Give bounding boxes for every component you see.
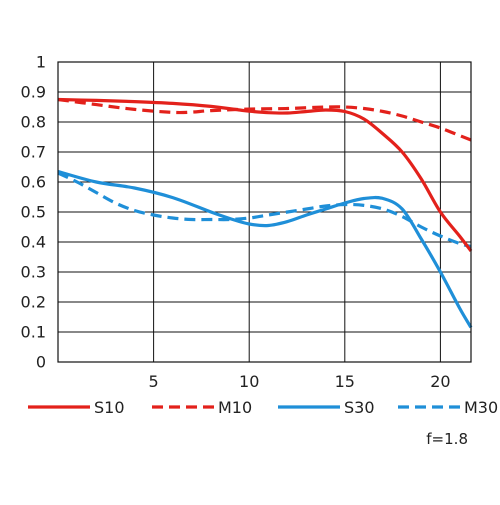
legend-label-m30: M30 [464, 398, 498, 417]
y-tick-label: 0.1 [21, 323, 46, 342]
series-layer [57, 97, 473, 329]
y-tick-label: 1 [36, 53, 46, 72]
x-tick-label: 5 [149, 372, 159, 391]
legend-label-s10: S10 [94, 398, 125, 417]
y-tick-label: 0.7 [21, 143, 46, 162]
frame-layer [57, 61, 472, 363]
legend-label-s30: S30 [344, 398, 375, 417]
series-line-s30 [57, 169, 473, 329]
y-tick-label: 0.3 [21, 263, 46, 282]
legend: S10 M10 S30 M30 [28, 398, 498, 417]
y-tick-labels: 0 0.1 0.2 0.3 0.4 0.5 0.6 0.7 0.8 0.9 1 [21, 53, 46, 372]
series-line-m30 [57, 171, 472, 249]
y-tick-label: 0 [36, 353, 46, 372]
x-tick-label: 20 [430, 372, 450, 391]
y-tick-label: 0.8 [21, 113, 46, 132]
y-tick-label: 0.5 [21, 203, 46, 222]
series-line-s10 [57, 97, 473, 252]
legend-label-m10: M10 [218, 398, 252, 417]
aperture-annotation: f=1.8 [426, 430, 468, 448]
series-line-m10 [57, 97, 472, 142]
x-tick-label: 15 [335, 372, 355, 391]
y-tick-label: 0.9 [21, 83, 46, 102]
y-tick-label: 0.2 [21, 293, 46, 312]
grid-layer [58, 62, 471, 362]
x-tick-labels: 5 10 15 20 [149, 372, 451, 391]
y-tick-label: 0.4 [21, 233, 46, 252]
x-tick-label: 10 [239, 372, 259, 391]
plot-frame [57, 61, 472, 363]
y-tick-label: 0.6 [21, 173, 46, 192]
